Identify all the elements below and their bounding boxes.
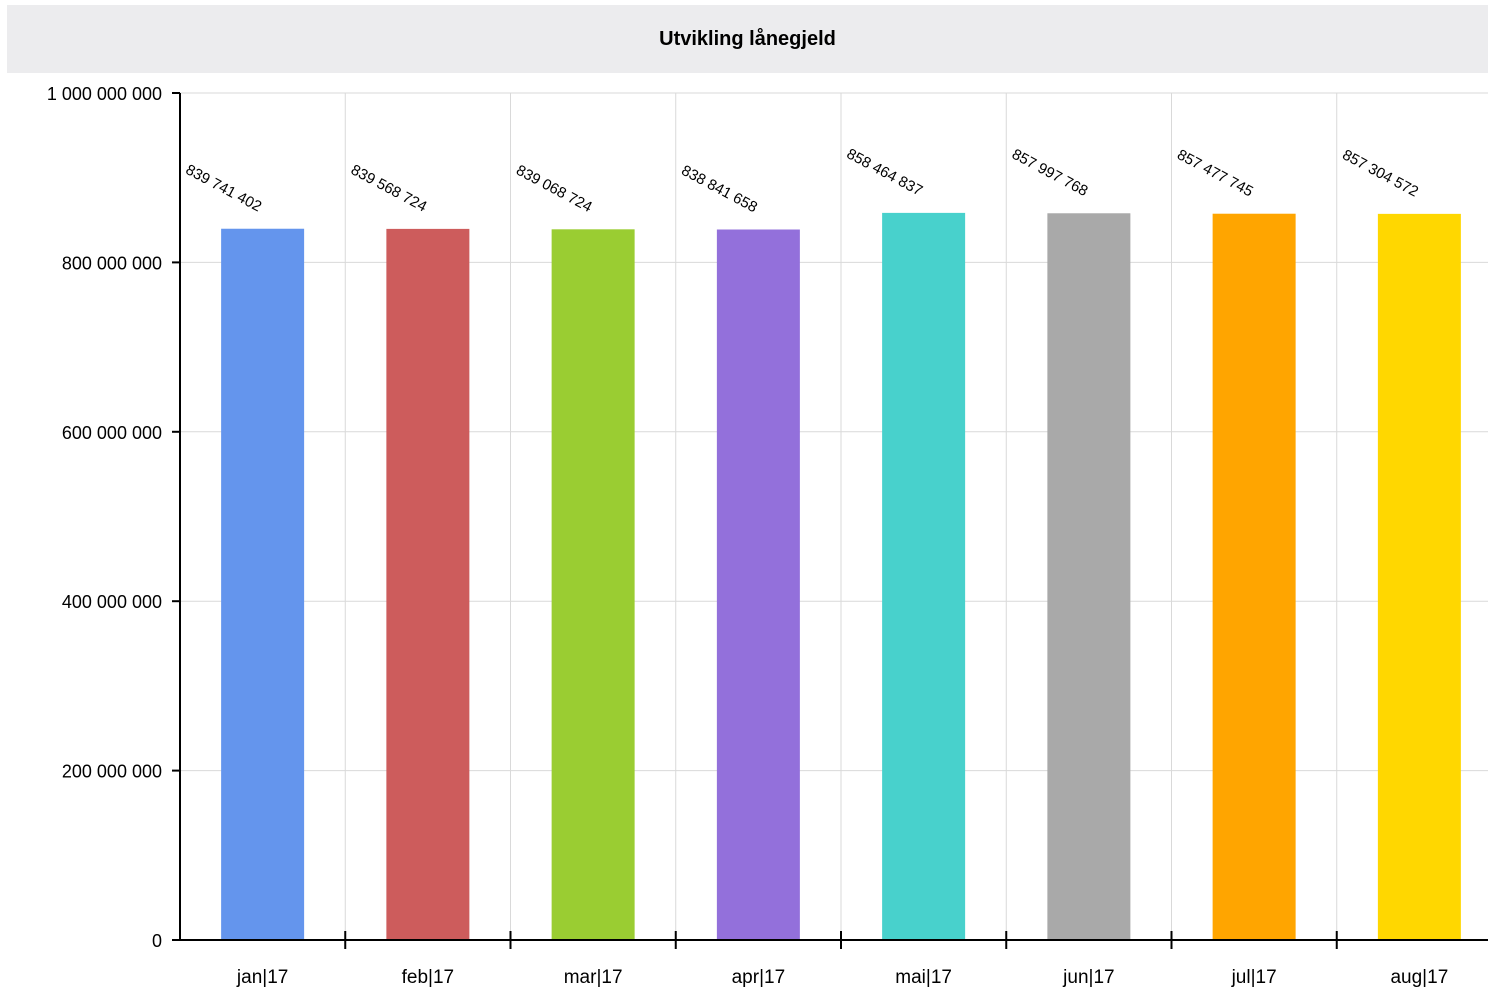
bar-value-label: 839 741 402: [183, 161, 265, 215]
x-tick-label: jun|17: [1062, 967, 1114, 988]
bar-mar-17: [551, 229, 635, 941]
bar-jul-17: [1212, 213, 1296, 940]
bars: [221, 212, 1461, 941]
chart-title: Utvikling lånegjeld: [659, 27, 836, 50]
y-tick-label: 800 000 000: [62, 253, 162, 273]
bar-feb-17: [386, 228, 470, 941]
x-tick-label: jul|17: [1231, 967, 1277, 988]
y-tick-label: 600 000 000: [62, 423, 162, 443]
bar-value-label: 857 477 745: [1174, 146, 1256, 200]
y-tick-label: 400 000 000: [62, 592, 162, 612]
x-tick-label: feb|17: [402, 967, 454, 988]
axes: [172, 92, 1488, 949]
x-tick-label: mar|17: [564, 967, 623, 988]
bar-value-label: 857 997 768: [1009, 146, 1091, 200]
bar-value-label: 839 568 724: [348, 161, 430, 215]
bar-value-label: 857 304 572: [1339, 146, 1421, 200]
x-tick-label: mai|17: [895, 967, 952, 988]
x-tick-label: aug|17: [1390, 967, 1448, 988]
bar-aug-17: [1377, 213, 1461, 940]
y-tick-label: 200 000 000: [62, 762, 162, 782]
bar-mai-17: [882, 212, 966, 941]
bar-jan-17: [221, 228, 305, 941]
bar-value-label: 838 841 658: [678, 162, 760, 216]
chart-title-bar: Utvikling lånegjeld: [7, 5, 1488, 73]
y-tick-label: 1 000 000 000: [47, 84, 162, 104]
y-tick-label: 0: [152, 931, 162, 951]
bar-jun-17: [1047, 213, 1131, 941]
bar-value-label: 839 068 724: [513, 162, 595, 216]
bar-value-label: 858 464 837: [844, 145, 926, 199]
bar-apr-17: [716, 229, 800, 941]
x-tick-label: apr|17: [732, 967, 786, 988]
x-tick-label: jan|17: [236, 967, 288, 988]
